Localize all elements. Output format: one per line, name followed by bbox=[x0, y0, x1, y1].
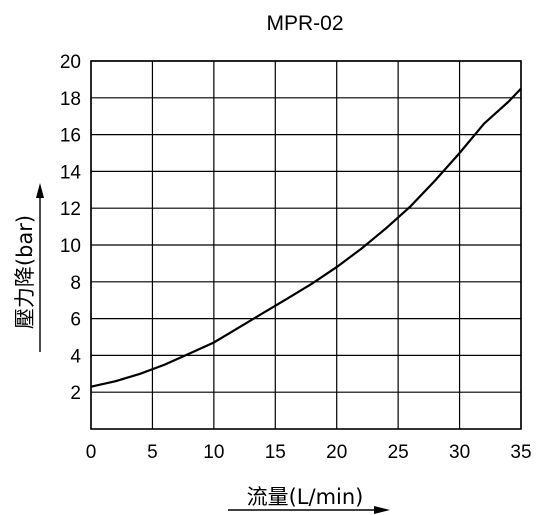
y-tick-label: 10 bbox=[60, 236, 81, 257]
y-tick-label: 20 bbox=[60, 52, 81, 73]
grid-lines bbox=[90, 60, 522, 429]
x-tick-labels: 0 5 10 15 20 25 30 35 bbox=[86, 442, 532, 463]
x-tick-label: 35 bbox=[510, 442, 531, 463]
y-tick-label: 14 bbox=[60, 162, 82, 183]
chart-title: MPR-02 bbox=[266, 12, 343, 35]
x-tick-label: 5 bbox=[147, 442, 158, 463]
y-tick-label: 16 bbox=[60, 126, 81, 147]
x-axis-label: 流量(L/min) bbox=[247, 485, 364, 509]
y-tick-label: 18 bbox=[60, 89, 81, 110]
x-tick-label: 0 bbox=[86, 442, 97, 463]
y-tick-labels: 2 4 6 8 10 12 14 16 18 20 bbox=[60, 52, 82, 404]
x-tick-label: 30 bbox=[449, 442, 470, 463]
y-tick-label: 8 bbox=[70, 273, 81, 294]
y-tick-label: 2 bbox=[70, 383, 81, 404]
x-tick-label: 20 bbox=[326, 442, 347, 463]
y-tick-label: 4 bbox=[70, 346, 81, 367]
plot-frame bbox=[90, 60, 522, 430]
x-tick-label: 25 bbox=[388, 442, 409, 463]
y-axis-label: 壓力降(bar) bbox=[13, 215, 37, 329]
x-tick-label: 15 bbox=[265, 442, 286, 463]
y-tick-label: 6 bbox=[70, 310, 81, 331]
x-axis-arrow-head bbox=[374, 506, 390, 514]
y-tick-label: 12 bbox=[60, 199, 81, 220]
y-axis-arrow-head bbox=[36, 183, 44, 198]
x-tick-label: 10 bbox=[203, 442, 224, 463]
series-line bbox=[90, 87, 522, 388]
